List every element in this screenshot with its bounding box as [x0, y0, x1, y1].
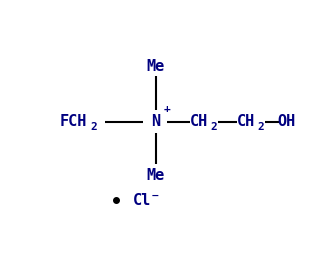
Text: FCH: FCH [60, 114, 88, 129]
Text: 2: 2 [210, 122, 217, 132]
Text: Me: Me [147, 59, 165, 74]
Text: N: N [151, 114, 161, 129]
Text: OH: OH [277, 114, 295, 129]
Text: +: + [164, 104, 170, 114]
Text: CH: CH [190, 114, 208, 129]
Text: Me: Me [147, 168, 165, 183]
Text: 2: 2 [257, 122, 264, 132]
Text: 2: 2 [91, 122, 97, 132]
Text: Cl: Cl [133, 193, 151, 208]
Text: −: − [151, 191, 158, 201]
Text: CH: CH [238, 114, 256, 129]
